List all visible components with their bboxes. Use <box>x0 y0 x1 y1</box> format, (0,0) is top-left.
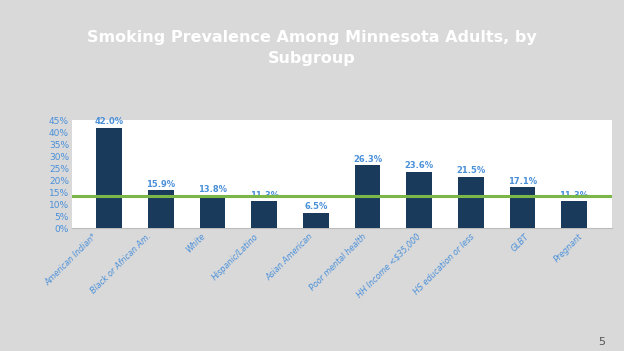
Bar <box>354 165 381 228</box>
Text: Pregnant: Pregnant <box>552 232 585 264</box>
Text: 42.0%: 42.0% <box>95 117 124 126</box>
Bar <box>561 201 587 228</box>
Text: American Indian*: American Indian* <box>43 232 99 287</box>
Text: 6.5%: 6.5% <box>304 202 328 211</box>
Text: HH Income <$35,000: HH Income <$35,000 <box>355 232 422 299</box>
Text: 5: 5 <box>598 338 605 347</box>
Text: 11.3%: 11.3% <box>560 191 588 200</box>
Text: 13.8%: 13.8% <box>198 185 227 194</box>
Text: GLBT: GLBT <box>509 232 530 253</box>
Text: White: White <box>184 232 207 254</box>
Text: 17.1%: 17.1% <box>508 177 537 186</box>
Text: 21.5%: 21.5% <box>456 166 485 175</box>
Text: Black or African Am.: Black or African Am. <box>89 232 153 296</box>
Bar <box>406 172 432 228</box>
Text: 15.9%: 15.9% <box>146 180 175 188</box>
Text: Hispanic/Latino: Hispanic/Latino <box>211 232 261 282</box>
Bar <box>251 201 277 228</box>
Text: 26.3%: 26.3% <box>353 155 382 164</box>
Bar <box>458 177 484 228</box>
Text: Poor mental health: Poor mental health <box>308 232 369 292</box>
Text: HS education or less: HS education or less <box>412 232 477 296</box>
Bar <box>200 195 225 228</box>
Bar <box>148 190 173 228</box>
Bar <box>303 213 329 228</box>
Text: 11.3%: 11.3% <box>250 191 279 200</box>
Text: Asian American: Asian American <box>264 232 314 282</box>
Bar <box>510 187 535 228</box>
Text: Smoking Prevalence Among Minnesota Adults, by
Subgroup: Smoking Prevalence Among Minnesota Adult… <box>87 30 537 66</box>
Bar <box>96 127 122 228</box>
Text: 23.6%: 23.6% <box>404 161 434 170</box>
